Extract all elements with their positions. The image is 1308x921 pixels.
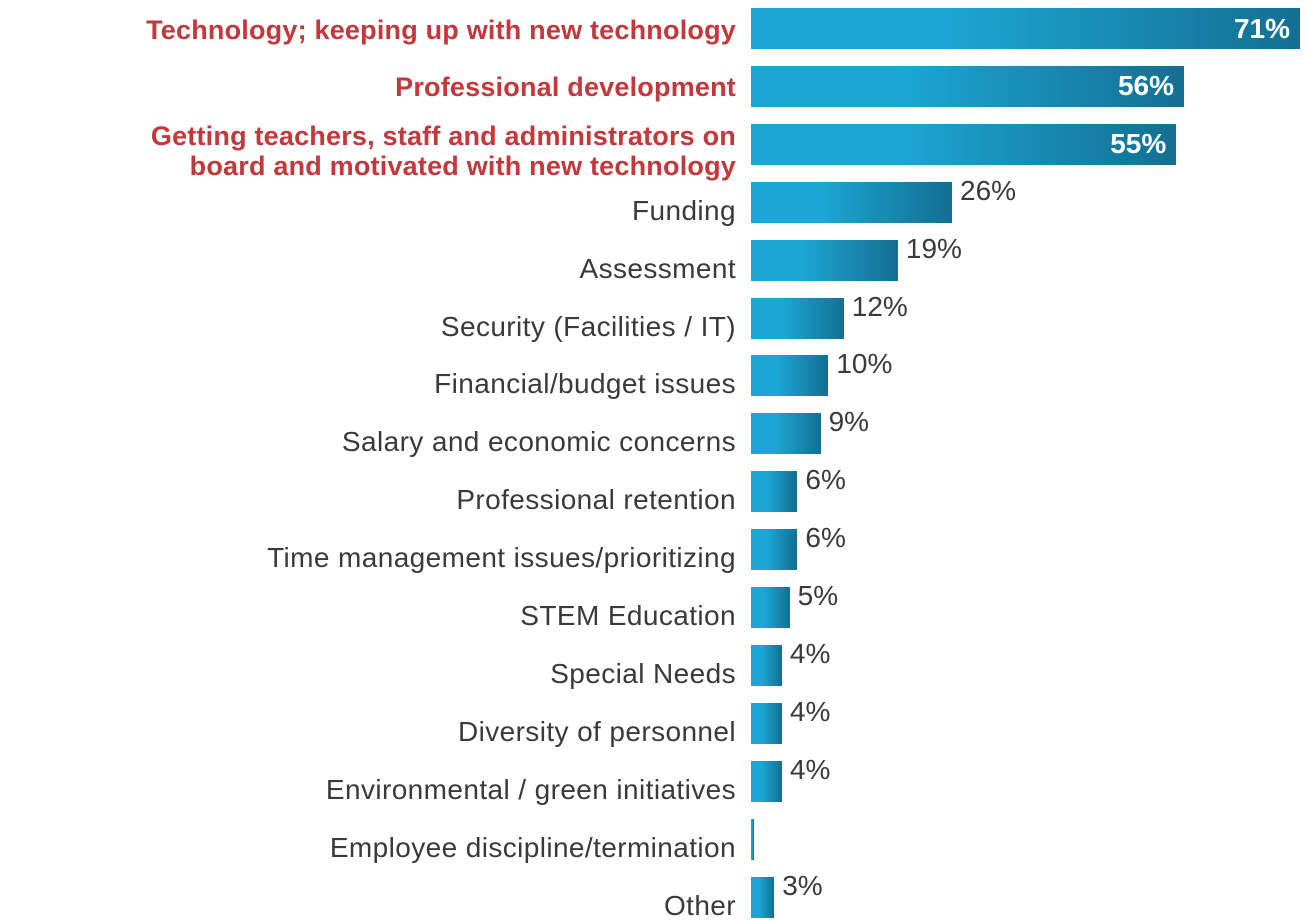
bar: [751, 471, 798, 513]
bar: [751, 818, 754, 860]
category-label: Diversity of personnel: [457, 715, 736, 747]
value-label: 55%: [1110, 128, 1167, 160]
value-label: 26%: [960, 174, 1017, 206]
value-label: 3%: [782, 869, 823, 901]
value-label: 9%: [828, 406, 870, 438]
category-label: Technology; keeping up with new technolo…: [146, 14, 736, 45]
category-label: Other: [663, 889, 736, 921]
bar: [751, 644, 782, 686]
value-label: 4%: [789, 695, 831, 727]
bar: [751, 876, 775, 918]
value-label: 4%: [789, 637, 831, 669]
bar: [751, 760, 782, 802]
value-label: 5%: [797, 580, 839, 611]
category-label: Security (Facilities / IT): [440, 310, 736, 342]
bar: [751, 413, 821, 455]
category-label: Funding: [632, 194, 736, 226]
category-label: STEM Education: [520, 600, 736, 631]
value-label: 71%: [1233, 12, 1290, 44]
category-label: Financial/budget issues: [434, 368, 736, 400]
bar: [751, 587, 790, 628]
category-label: Employee discipline/termination: [329, 831, 736, 863]
value-label: 6%: [805, 464, 846, 496]
bar: [751, 297, 844, 339]
category-label: Salary and economic concerns: [341, 426, 736, 458]
category-label: Professional retention: [456, 484, 736, 516]
bar: [751, 529, 798, 571]
bar: [751, 239, 898, 281]
value-label: 6%: [805, 522, 846, 554]
bar: [751, 65, 1184, 107]
value-label: 4%: [789, 753, 831, 785]
value-label: 19%: [905, 232, 962, 264]
category-label: Environmental / green initiatives: [325, 773, 736, 805]
bar: [751, 123, 1177, 165]
value-label: 56%: [1117, 70, 1174, 102]
value-label: 10%: [836, 348, 893, 380]
bar: [751, 181, 953, 223]
bar: [751, 8, 1300, 49]
category-label: Assessment: [579, 252, 736, 284]
category-label: Time management issues/prioritizing: [267, 542, 736, 574]
bar: [751, 355, 829, 397]
value-label: 12%: [851, 290, 908, 322]
bar: [751, 702, 782, 744]
category-label: Getting teachers, staff and administrato…: [150, 120, 736, 181]
category-label: Special Needs: [550, 657, 736, 689]
category-label: Professional development: [395, 72, 736, 103]
